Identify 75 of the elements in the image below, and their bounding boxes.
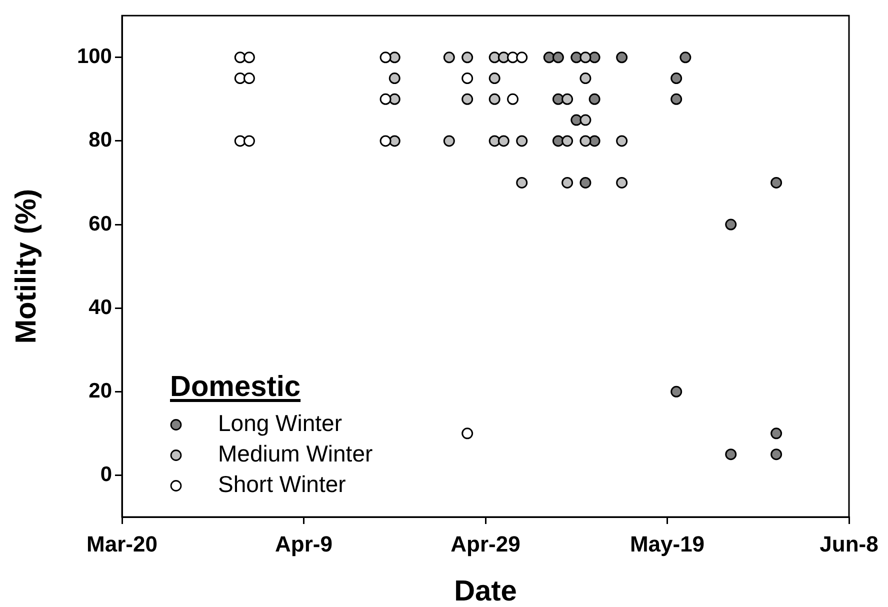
y-tick-label: 80 bbox=[88, 128, 112, 152]
point bbox=[552, 93, 564, 105]
point bbox=[580, 114, 592, 126]
x-tick-label: Apr-9 bbox=[275, 531, 332, 556]
point bbox=[770, 428, 782, 440]
point bbox=[488, 135, 500, 147]
point bbox=[580, 72, 592, 84]
point bbox=[388, 93, 400, 105]
point bbox=[543, 52, 555, 64]
point bbox=[488, 93, 500, 105]
point bbox=[243, 52, 255, 64]
point bbox=[516, 176, 528, 188]
point bbox=[498, 52, 510, 64]
point bbox=[570, 114, 582, 126]
x-tick-label: May-19 bbox=[630, 531, 705, 556]
legend-label: Medium Winter bbox=[218, 440, 373, 467]
point bbox=[462, 52, 474, 64]
point bbox=[588, 135, 600, 147]
point bbox=[588, 52, 600, 64]
point bbox=[380, 93, 392, 105]
point bbox=[580, 176, 592, 188]
point bbox=[234, 52, 246, 64]
y-axis-title: Motility (%) bbox=[10, 188, 42, 344]
point bbox=[570, 52, 582, 64]
point bbox=[516, 135, 528, 147]
point bbox=[562, 176, 574, 188]
point bbox=[580, 135, 592, 147]
point bbox=[462, 72, 474, 84]
legend-title: Domestic bbox=[170, 371, 301, 403]
point bbox=[234, 72, 246, 84]
point bbox=[488, 72, 500, 84]
point bbox=[234, 135, 246, 147]
y-tick-label: 60 bbox=[88, 212, 112, 236]
point bbox=[443, 52, 455, 64]
point bbox=[380, 135, 392, 147]
point bbox=[388, 135, 400, 147]
legend-label: Short Winter bbox=[218, 471, 346, 498]
point bbox=[588, 93, 600, 105]
point bbox=[616, 176, 628, 188]
x-tick-label: Apr-29 bbox=[450, 531, 520, 556]
point bbox=[670, 386, 682, 398]
point bbox=[770, 176, 782, 188]
y-tick-label: 40 bbox=[88, 296, 112, 319]
point bbox=[507, 93, 519, 105]
point bbox=[243, 72, 255, 84]
point bbox=[616, 52, 628, 64]
point bbox=[443, 135, 455, 147]
y-tick-label: 100 bbox=[76, 45, 112, 68]
point bbox=[462, 93, 474, 105]
point bbox=[770, 448, 782, 460]
point bbox=[680, 52, 692, 64]
y-tick-label: 0 bbox=[100, 463, 112, 486]
point bbox=[562, 135, 574, 147]
point bbox=[552, 135, 564, 147]
point bbox=[670, 93, 682, 105]
point bbox=[516, 52, 528, 64]
x-axis-title: Date bbox=[454, 576, 517, 607]
x-tick-label: Jun-8 bbox=[820, 531, 878, 556]
point bbox=[380, 52, 392, 64]
point bbox=[616, 135, 628, 147]
point bbox=[388, 52, 400, 64]
point bbox=[488, 52, 500, 64]
point bbox=[670, 72, 682, 84]
point bbox=[725, 448, 737, 460]
point bbox=[552, 52, 564, 64]
y-tick-label: 20 bbox=[88, 379, 112, 402]
point bbox=[580, 52, 592, 64]
point bbox=[243, 135, 255, 147]
point bbox=[388, 72, 400, 84]
point bbox=[562, 93, 574, 105]
point bbox=[725, 218, 737, 230]
point bbox=[462, 428, 474, 440]
x-tick-label: Mar-20 bbox=[86, 531, 158, 556]
legend-label: Long Winter bbox=[218, 410, 342, 436]
point bbox=[498, 135, 510, 147]
